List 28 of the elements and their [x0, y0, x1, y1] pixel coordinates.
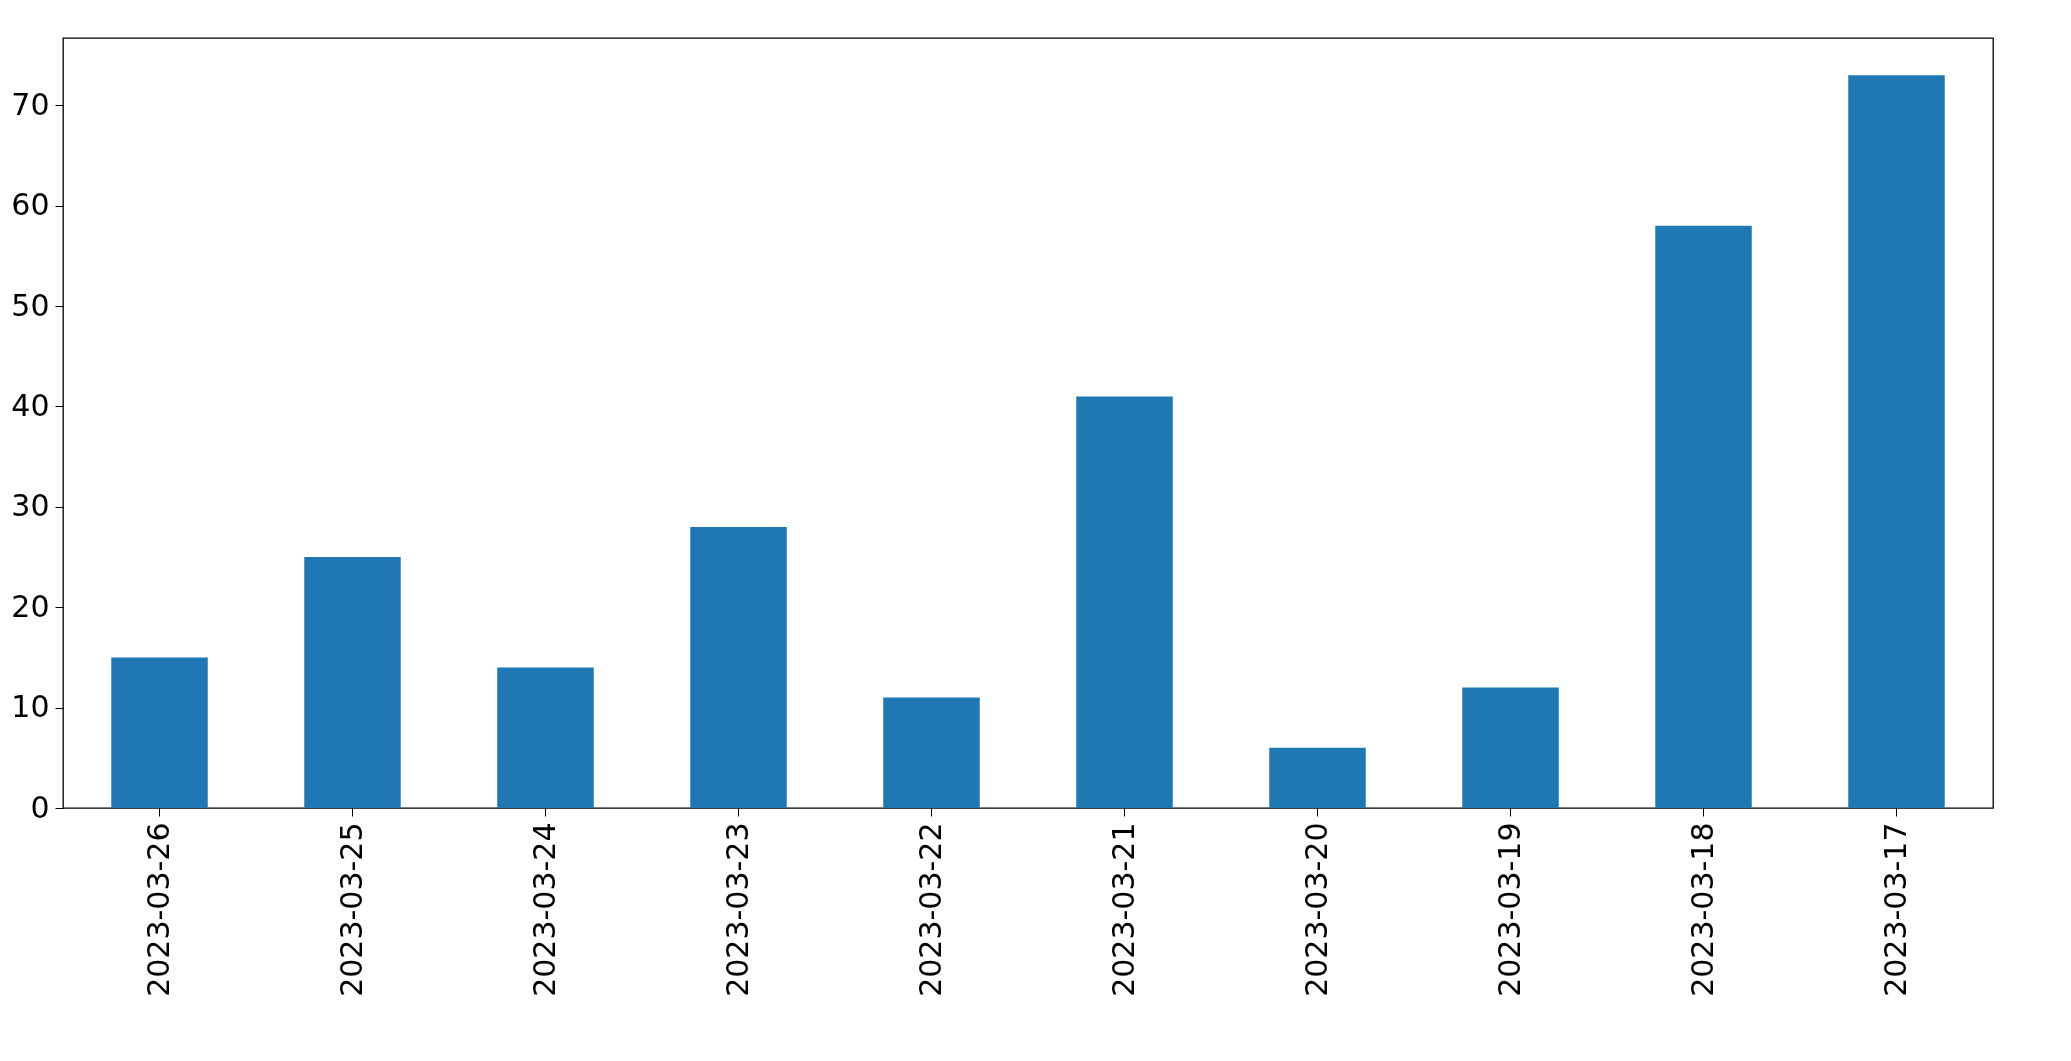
bar: [883, 697, 980, 808]
x-tick-label: 2023-03-18: [1684, 822, 1720, 997]
bar: [111, 657, 208, 808]
x-tick-label: 2023-03-25: [333, 822, 369, 997]
bar: [1076, 396, 1173, 808]
x-tick-label: 2023-03-23: [719, 822, 755, 997]
x-tick-label: 2023-03-17: [1877, 822, 1913, 997]
x-tick-label: 2023-03-19: [1491, 822, 1527, 997]
x-tick-label: 2023-03-26: [140, 822, 176, 997]
x-tick-label: 2023-03-21: [1105, 822, 1141, 997]
bar: [1655, 225, 1752, 808]
x-tick-label: 2023-03-24: [526, 822, 562, 997]
y-tick-label: 40: [11, 387, 50, 423]
y-tick-label: 0: [30, 789, 50, 825]
x-tick-label: 2023-03-20: [1298, 822, 1334, 997]
y-tick-label: 50: [11, 287, 50, 323]
y-tick-label: 60: [11, 187, 50, 223]
bar: [1269, 747, 1366, 808]
y-tick-label: 30: [11, 488, 50, 524]
bar: [497, 667, 594, 808]
bar: [690, 526, 787, 808]
x-tick-label: 2023-03-22: [912, 822, 948, 997]
y-tick-label: 10: [11, 689, 50, 725]
y-tick-label: 20: [11, 588, 50, 624]
bar: [1848, 75, 1945, 808]
bar: [1462, 687, 1559, 808]
bar: [304, 557, 401, 808]
y-tick-label: 70: [11, 86, 50, 122]
